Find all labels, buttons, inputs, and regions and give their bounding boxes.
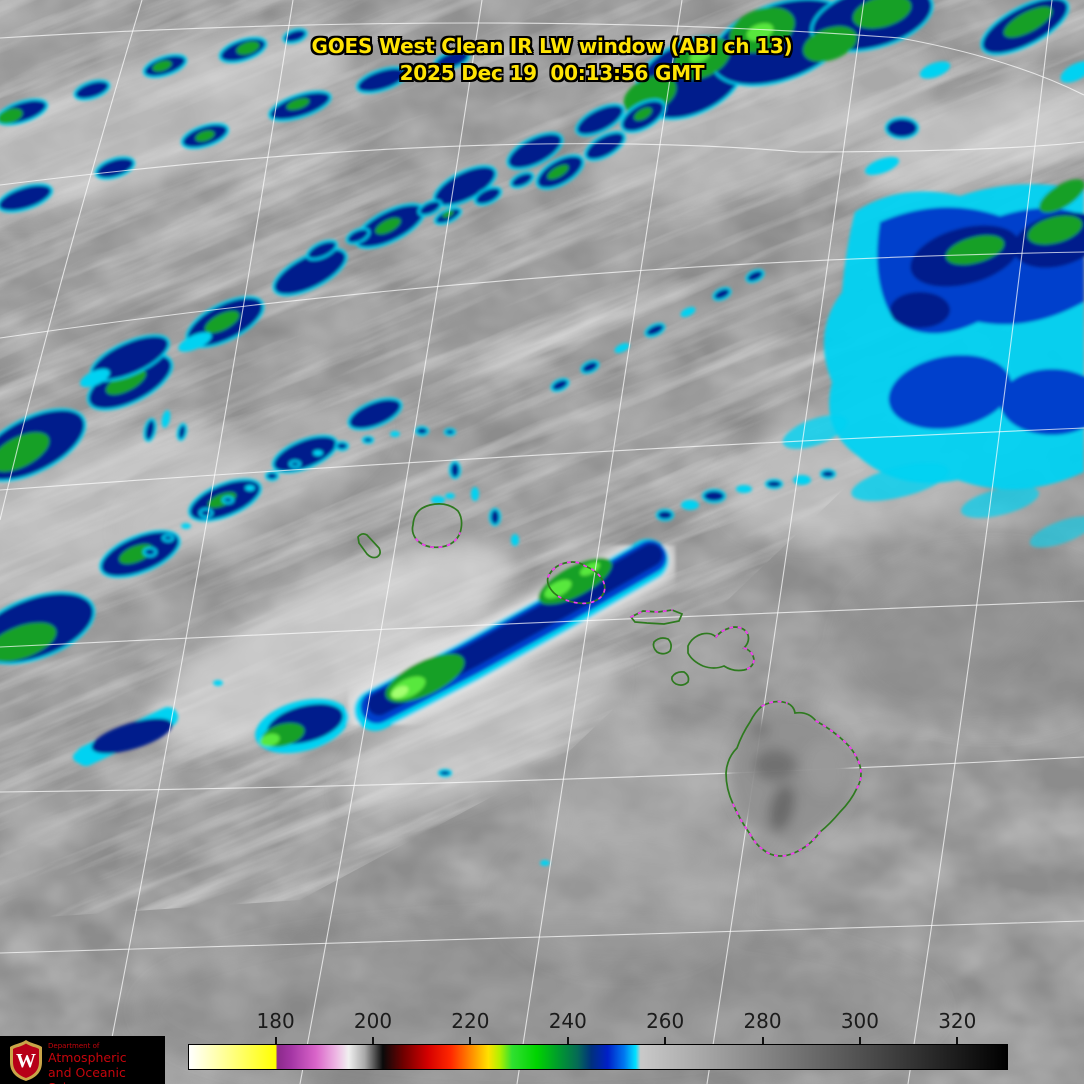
big-island-terrain xyxy=(730,710,850,840)
colorbar-tick xyxy=(469,1037,472,1044)
island-outline-kahoolawe xyxy=(670,671,690,686)
coastline-accent-maui xyxy=(715,626,755,671)
image-title-line2: 2025 Dec 19 00:13:56 GMT xyxy=(399,61,705,85)
enhanced-cold-clouds xyxy=(0,0,1084,866)
colorbar-tick xyxy=(858,1037,861,1044)
island-outline-lanai xyxy=(652,637,672,655)
uw-crest-icon: W xyxy=(10,1040,42,1081)
svg-text:W: W xyxy=(16,1050,36,1072)
coastline-accent-hawaii xyxy=(732,700,862,857)
colorbar-gradient xyxy=(188,1044,1008,1070)
image-title-line1: GOES West Clean IR LW window (ABI ch 13) xyxy=(311,34,793,58)
colorbar-tick-label: 280 xyxy=(743,1009,782,1033)
coastline-accent-molokai xyxy=(630,609,673,618)
logo-name-line1: Atmospheric xyxy=(48,1050,127,1065)
temperature-colorbar: 180 200 220 240 260 280 300 320 xyxy=(188,1009,1008,1075)
colorbar-tick-label: 320 xyxy=(938,1009,977,1033)
colorbar-tick xyxy=(956,1037,959,1044)
colorbar-tick-label: 200 xyxy=(353,1009,393,1033)
image-title: GOES West Clean IR LW window (ABI ch 13)… xyxy=(10,33,1084,87)
logo-dept-line: Department of xyxy=(48,1042,100,1050)
colorbar-tick-label: 220 xyxy=(451,1009,490,1033)
island-outline-niihau xyxy=(357,533,381,559)
coastline-accent-kauai xyxy=(415,532,461,549)
colorbar-tick xyxy=(566,1037,569,1044)
colorbar-tick-label: 300 xyxy=(840,1009,880,1033)
colorbar-tick-label: 240 xyxy=(548,1009,587,1033)
colorbar-tick-label: 260 xyxy=(646,1009,685,1033)
island-outline-molokai xyxy=(629,609,684,625)
colorbar-tick xyxy=(664,1037,667,1044)
colorbar-tick xyxy=(274,1037,277,1044)
colorbar-tick-label: 180 xyxy=(256,1009,295,1033)
colorbar-tick xyxy=(761,1037,764,1044)
island-coastlines xyxy=(357,503,862,857)
uw-aos-logo: W Department of Atmospheric and Oceanic … xyxy=(0,1036,165,1084)
colorbar-tick xyxy=(372,1037,375,1044)
logo-name-line2: and Oceanic Sciences xyxy=(48,1065,126,1084)
island-outline-oahu xyxy=(546,561,606,605)
